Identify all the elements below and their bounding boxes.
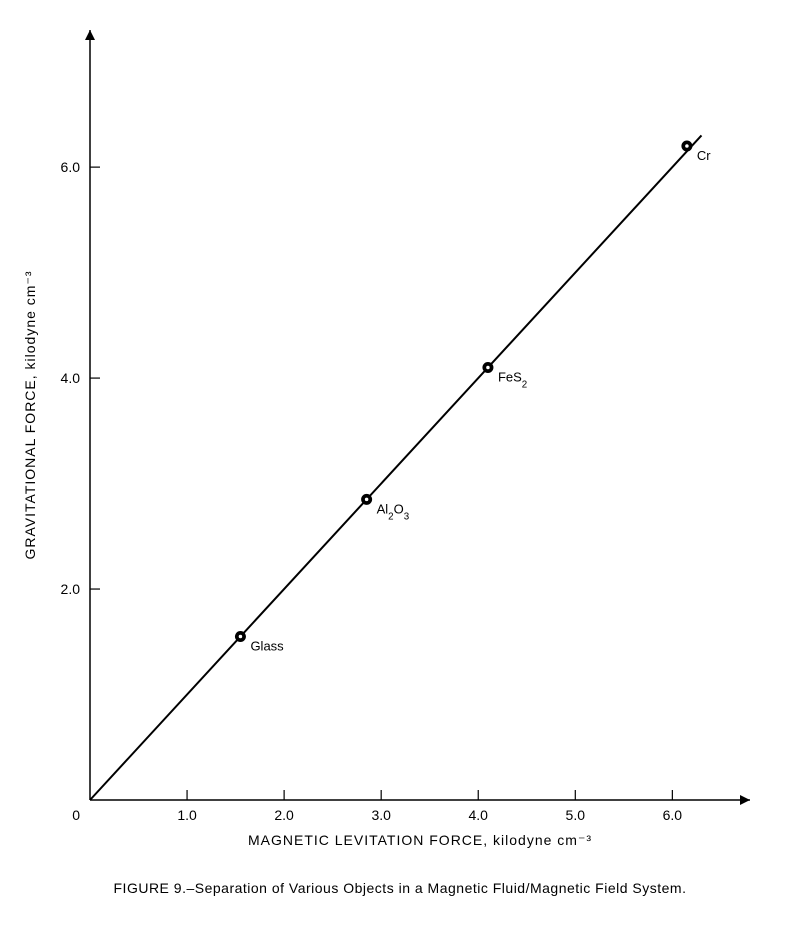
origin-label: 0 xyxy=(72,807,80,823)
y-axis-arrow-icon xyxy=(85,30,95,40)
x-tick-label: 5.0 xyxy=(566,807,586,823)
y-tick-label: 2.0 xyxy=(61,581,81,597)
x-tick-label: 2.0 xyxy=(274,807,294,823)
x-tick-label: 4.0 xyxy=(469,807,489,823)
figure-caption: FIGURE 9.–Separation of Various Objects … xyxy=(0,880,800,896)
data-point-highlight xyxy=(486,366,490,370)
x-axis-arrow-icon xyxy=(740,795,750,805)
data-point-highlight xyxy=(239,635,243,639)
data-point-label: Glass xyxy=(250,639,284,654)
data-point-label: Cr xyxy=(697,148,711,163)
trend-line xyxy=(90,135,701,800)
y-axis-label: GRAVITATIONAL FORCE, kilodyne cm⁻³ xyxy=(22,270,38,559)
data-point-label: FeS2 xyxy=(498,370,527,391)
y-tick-label: 4.0 xyxy=(61,370,81,386)
data-point-label: Al2O3 xyxy=(377,501,410,522)
x-tick-label: 1.0 xyxy=(177,807,197,823)
x-axis-label: MAGNETIC LEVITATION FORCE, kilodyne cm⁻³ xyxy=(248,832,592,848)
data-point-highlight xyxy=(365,498,369,502)
chart: 1.0 2.0 3.0 4.0 5.0 6.0 2.0 4.0 6.0 0 MAGNETIC LEV… xyxy=(0,0,800,860)
data-point-highlight xyxy=(685,144,689,148)
page: 1.0 2.0 3.0 4.0 5.0 6.0 2.0 4.0 6.0 0 MAGNETIC LEV… xyxy=(0,0,800,928)
y-tick-label: 6.0 xyxy=(61,159,81,175)
x-tick-label: 6.0 xyxy=(663,807,683,823)
x-tick-label: 3.0 xyxy=(371,807,391,823)
